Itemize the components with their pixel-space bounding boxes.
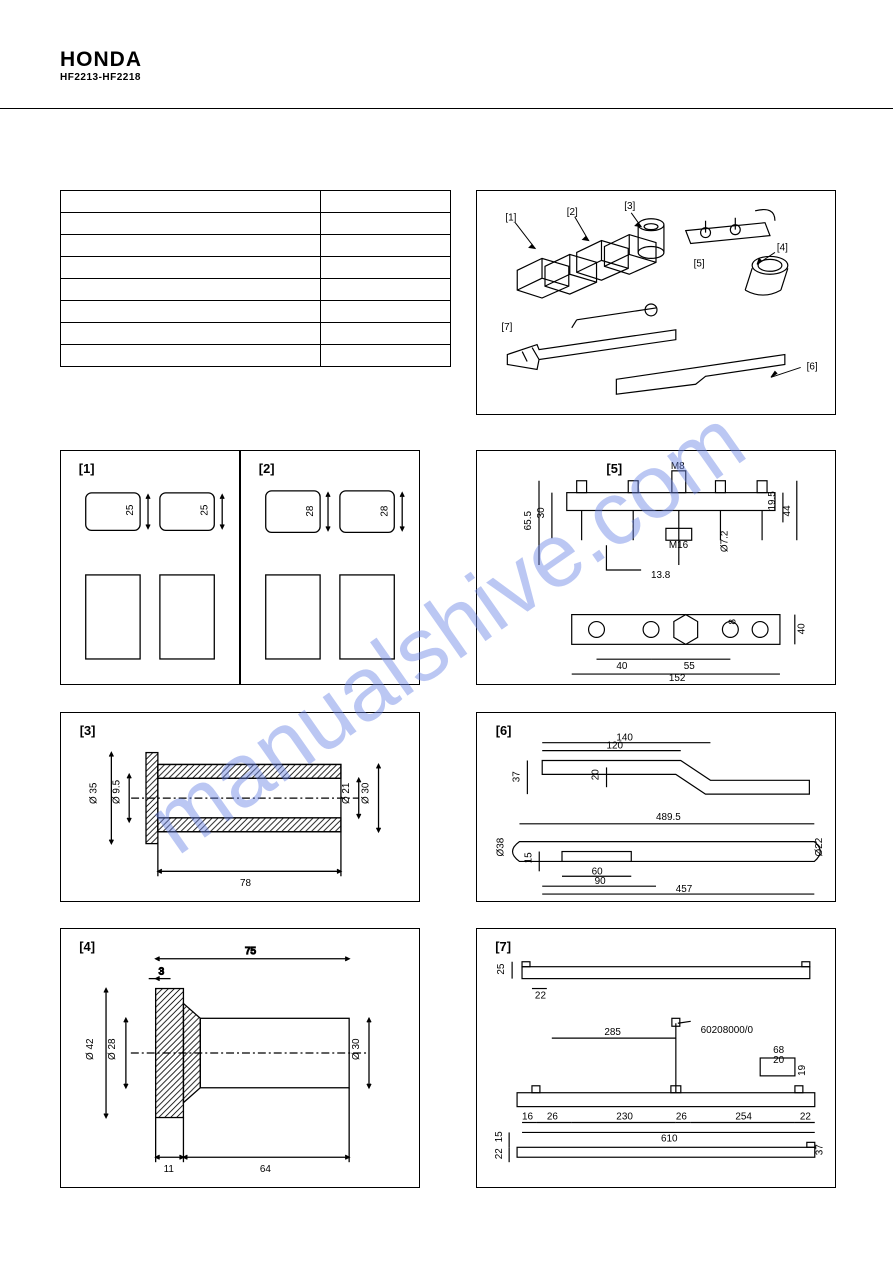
dim-7a: 25 [496,963,507,975]
dim-6c: 37 [511,771,522,782]
dim-5a: 30 [536,507,547,519]
dim-6i: 90 [595,876,606,887]
dim-3c: Ø 21 [341,782,352,804]
dim-2b: 28 [379,505,390,516]
dim-2a: 28 [305,505,316,516]
table-row [61,191,451,213]
table-row [61,301,451,323]
dim-4d: Ø 28 [107,1038,118,1060]
dim-3d: Ø 30 [361,782,372,804]
overview-label-3: [3] [624,201,635,212]
dim-5c: M16 [669,540,689,551]
dim-7g: 19 [797,1064,808,1076]
panel-1: [1] 25 25 [60,450,240,685]
dim-7k: 26 [676,1112,688,1123]
overview-label-6: [6] [807,361,818,372]
dim-5k: 8 [727,619,738,625]
panel-6-label: [6] [496,723,512,738]
overview-label-1: [1] [505,213,516,224]
dim-5i: 55 [684,661,696,672]
dim-5d: Ø7.2 [719,530,730,552]
panel-3-label: [3] [80,723,96,738]
dim-4g: 64 [260,1164,272,1175]
dim-1a: 25 [125,504,136,515]
model-numbers: HF2213-HF2218 [60,72,142,83]
table-row [61,213,451,235]
dim-7n: 610 [661,1133,678,1144]
dim-7i: 26 [547,1112,559,1123]
dim-5e: 19.5 [767,491,778,511]
dim-3b: Ø 9.5 [111,779,122,804]
dim-5h: 40 [616,661,628,672]
brand-logo: HONDA [60,48,142,72]
dim-7m: 22 [800,1112,812,1123]
dim-7l: 254 [735,1112,752,1123]
dim-3a: Ø 35 [89,782,100,804]
table-row [61,235,451,257]
dim-7f: 20 [773,1055,785,1066]
page-header: HONDA HF2213-HF2218 [60,48,142,83]
dim-5g: 13.8 [651,570,671,581]
dim-7c: 285 [604,1027,621,1038]
panel-1-label: [1] [79,461,95,476]
dim-5-m8: M8 [671,461,685,472]
overview-label-7: [7] [501,322,512,333]
dim-5l: 40 [797,623,808,635]
dim-6g: 15 [523,852,534,863]
table-row [61,345,451,367]
dim-4f: 11 [164,1164,175,1175]
dim-3e: 78 [240,878,251,889]
panel-7: [7] 25 22 285 60208000/0 68 [476,928,836,1188]
header-rule [0,108,893,109]
dim-4e: Ø 30 [351,1038,362,1060]
spec-table [60,190,451,367]
dim-7q: 37 [815,1144,826,1156]
dim-6k: Ø22 [814,838,825,857]
table-row [61,323,451,345]
dim-7j: 230 [616,1112,633,1123]
overview-label-2: [2] [567,207,578,218]
dim-1b: 25 [199,504,210,515]
dim-7o: 15 [494,1131,505,1143]
dim-6j: 457 [676,884,692,895]
dim-7b: 22 [535,990,547,1001]
panel-4-label: [4] [79,939,95,954]
panel-2-label: [2] [259,461,275,476]
overview-label-4: [4] [777,242,788,253]
panel-3: [3] Ø 35 Ø 9.5 Ø 21 Ø 30 78 [60,712,420,902]
dim-5b: 65.5 [523,511,534,531]
panel-5: [5] M8 30 65.5 M16 Ø7.2 19. [476,450,836,685]
panel-7-label: [7] [495,939,511,954]
dim-5j: 152 [669,673,686,684]
dim-6e: 489.5 [656,812,681,823]
dim-7h: 16 [522,1112,534,1123]
table-row [61,279,451,301]
dim-4b: 3 [159,967,165,978]
table-row [61,257,451,279]
dim-7p: 22 [494,1148,505,1160]
dim-6f: Ø38 [496,837,507,856]
overview-label-5: [5] [694,258,705,269]
dim-5f: 44 [782,505,793,517]
panel-4: [4] 75 3 Ø 42 Ø 28 Ø 30 11 64 [60,928,420,1188]
panel-5-label: [5] [606,461,622,476]
dim-4c: Ø 42 [85,1038,96,1060]
dim-6b: 120 [607,741,624,752]
panel-6: [6] 140 120 37 20 489.5 Ø38 15 60 90 457… [476,712,836,902]
dim-7d: 60208000/0 [701,1025,754,1036]
dim-6d: 20 [591,769,602,780]
panel-2: [2] 28 28 [240,450,420,685]
panel-overview: [1] [2] [3] [4] [5] [6] [7] [476,190,836,415]
dim-4a: 75 [245,946,257,957]
